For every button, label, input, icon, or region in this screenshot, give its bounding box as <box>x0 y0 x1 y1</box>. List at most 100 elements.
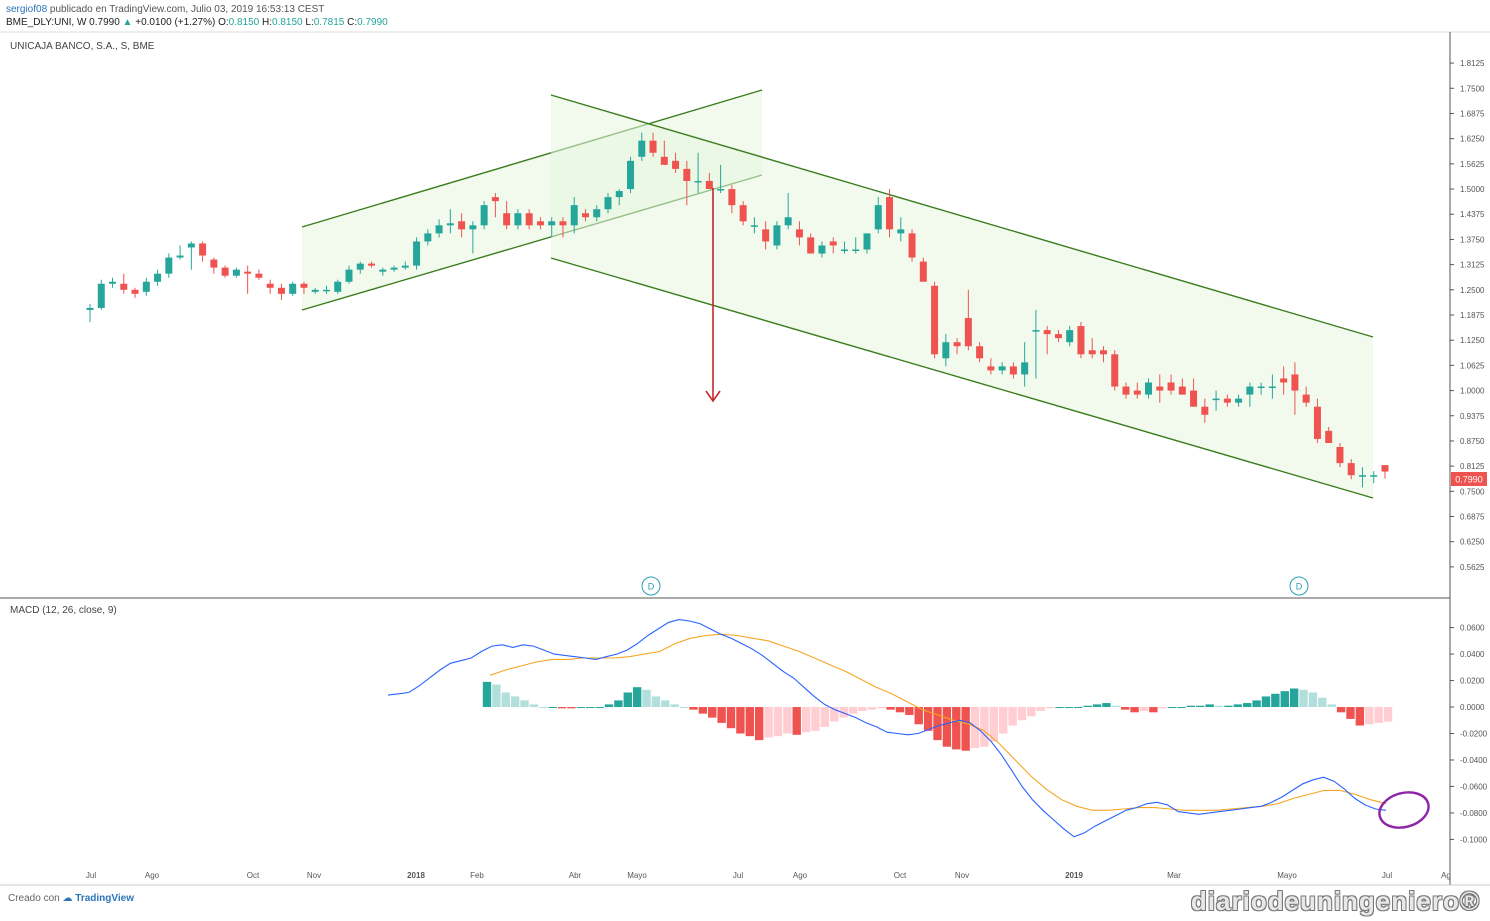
candle <box>1358 467 1366 488</box>
time-tick-label: Oct <box>894 871 907 880</box>
candle <box>1133 382 1141 399</box>
candle <box>379 267 387 276</box>
candle <box>964 289 972 351</box>
histogram-bar <box>1224 705 1233 708</box>
low-label: L: <box>305 17 314 28</box>
candle <box>536 217 544 230</box>
price-tick-label: 0.7500 <box>1460 487 1485 496</box>
candle <box>976 342 984 363</box>
open-value: 0.8150 <box>228 17 260 28</box>
candle <box>131 287 139 298</box>
histogram-bar <box>811 707 820 731</box>
histogram-bar <box>1074 707 1083 709</box>
histogram-bar <box>764 707 773 738</box>
candle <box>784 193 792 230</box>
low-value: 0.7815 <box>313 17 345 28</box>
macd-tick-label: -0.0600 <box>1460 782 1488 791</box>
candle <box>559 217 567 238</box>
highlight-circle <box>1378 791 1430 829</box>
symbol-label: BME_DLY:UNI, W <box>6 17 87 28</box>
time-tick-label: Ag <box>1441 871 1451 880</box>
time-tick-label: Jul <box>733 871 743 880</box>
time-tick-label: 2019 <box>1065 871 1083 880</box>
price-axis[interactable]: 1.8125 1.7500 1.6875 1.6250 1.5625 1.5000 1.43… <box>1450 59 1485 572</box>
open-label: O: <box>218 17 229 28</box>
dividend-marker-icon[interactable]: D <box>1289 576 1309 596</box>
dividend-marker-icon[interactable]: D <box>641 576 661 596</box>
histogram-bar <box>1017 707 1027 721</box>
histogram-bar <box>980 707 989 747</box>
histogram-bar <box>1083 705 1092 708</box>
price-tick-label: 0.9375 <box>1460 412 1485 421</box>
candle <box>1178 378 1186 395</box>
candle <box>897 217 905 242</box>
histogram-bar <box>999 707 1008 734</box>
histogram-bar <box>1289 688 1299 708</box>
histogram-bar <box>717 707 726 723</box>
candle <box>604 193 612 214</box>
candle <box>1280 366 1288 395</box>
candle <box>1325 426 1333 443</box>
candle <box>987 358 995 375</box>
candle <box>1212 390 1220 411</box>
histogram-bar <box>679 707 689 709</box>
candle <box>570 197 578 234</box>
last-price-tag: 0.7990 <box>1451 472 1487 486</box>
candle <box>165 253 173 278</box>
candle <box>1201 398 1209 423</box>
descending-channel-top <box>550 94 1374 338</box>
histogram-bar <box>1158 707 1167 709</box>
time-axis[interactable]: Jul Ago Oct Nov 2018 Feb Abr Mayo Jul Ago Oct Nov 20… <box>86 871 1451 880</box>
macd-axis[interactable]: 0.0600 0.0400 0.0200 0.0000 -0.0200 -0.0400 -0… <box>1450 624 1488 845</box>
candle <box>908 229 916 262</box>
price-tick-label: 1.1875 <box>1460 311 1485 320</box>
candle <box>345 265 353 284</box>
candle <box>1370 471 1378 484</box>
candle <box>739 201 747 226</box>
histogram-bar <box>614 700 623 708</box>
footer-prefix: Creado con <box>8 893 60 904</box>
macd-tick-label: -0.0200 <box>1460 730 1488 739</box>
candle <box>581 209 589 222</box>
price-tick-label: 1.5000 <box>1460 185 1485 194</box>
candle <box>683 160 691 206</box>
candle <box>1291 362 1299 415</box>
candle <box>458 213 466 238</box>
time-tick-label: Jul <box>86 871 96 880</box>
candle <box>1336 442 1344 468</box>
histogram-bar <box>1036 707 1045 711</box>
histogram-bar <box>520 700 529 708</box>
macd-tick-label: 0.0400 <box>1460 650 1485 659</box>
histogram-bar <box>557 707 567 709</box>
price-tick-label: 1.6250 <box>1460 135 1485 144</box>
histogram-bar <box>1365 707 1374 725</box>
candle <box>840 241 848 254</box>
histogram-bar <box>1167 707 1177 709</box>
footer-brand[interactable]: TradingView <box>75 893 134 904</box>
candle <box>1223 394 1231 407</box>
up-arrow-icon: ▲ <box>122 17 133 28</box>
histogram-bar <box>661 700 670 708</box>
candle <box>750 217 758 234</box>
histogram-bar <box>1299 689 1308 708</box>
histogram-bar <box>848 707 858 714</box>
candle <box>469 221 477 254</box>
histogram-bar <box>773 707 783 737</box>
price-tick-label: 1.3750 <box>1460 235 1485 244</box>
histogram-bar <box>1336 707 1346 713</box>
candle <box>1099 346 1107 363</box>
price-tick-label: 0.6250 <box>1460 538 1485 547</box>
histogram-bar <box>886 707 895 710</box>
histogram-bar <box>482 681 492 708</box>
histogram-bar <box>1102 703 1111 708</box>
candle <box>221 265 229 278</box>
macd-tick-label: 0.0000 <box>1460 703 1485 712</box>
histogram-bar <box>1045 707 1055 709</box>
histogram-bar <box>754 707 764 741</box>
candle <box>863 233 871 254</box>
candle <box>1145 378 1153 399</box>
ohlc-legend: BME_DLY:UNI, W 0.7990 ▲ +0.0100 (+1.27%)… <box>6 17 388 28</box>
histogram-bar <box>1261 696 1271 708</box>
author-link[interactable]: sergiof08 <box>6 4 48 15</box>
